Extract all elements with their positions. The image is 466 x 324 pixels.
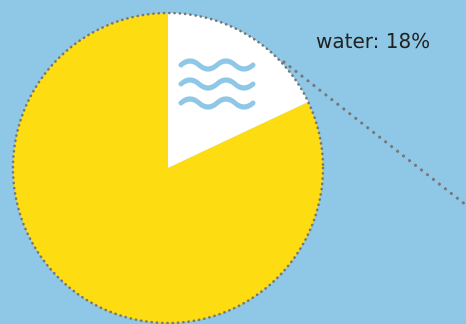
pie-outline	[11, 11, 325, 324]
leader-line	[282, 60, 466, 207]
pie-slice-other-1	[12, 13, 323, 324]
pie-slices	[12, 13, 323, 324]
slice-label-water: water: 18%	[316, 29, 430, 53]
pie-slice-water	[168, 13, 309, 168]
water-waves-icon	[178, 58, 256, 110]
